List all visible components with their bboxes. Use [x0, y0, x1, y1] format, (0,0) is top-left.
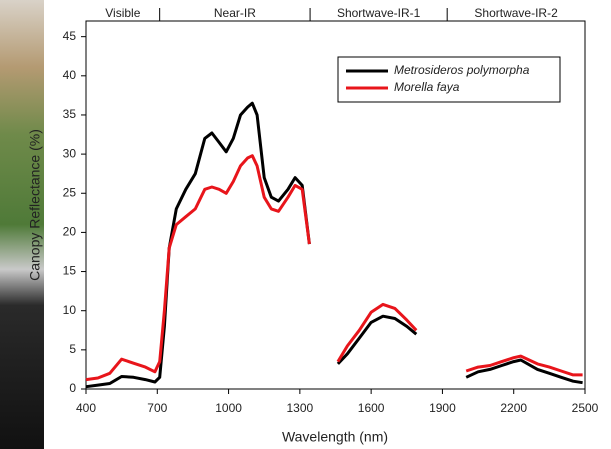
- y-tick-label: 45: [63, 29, 77, 43]
- x-tick-label: 1300: [287, 401, 314, 415]
- y-tick-label: 5: [69, 342, 76, 356]
- y-tick-label: 35: [63, 107, 77, 121]
- y-tick-label: 40: [63, 68, 77, 82]
- x-tick-label: 2500: [572, 401, 599, 415]
- legend-label: Morella faya: [394, 80, 460, 94]
- band-label: Shortwave-IR-2: [474, 6, 558, 20]
- y-axis-title: Canopy Reflectance (%): [27, 129, 43, 281]
- y-tick-label: 20: [63, 225, 77, 239]
- x-axis-title: Wavelength (nm): [282, 429, 388, 445]
- legend-label: Metrosideros polymorpha: [394, 63, 530, 77]
- x-tick-label: 700: [147, 401, 167, 415]
- y-tick-label: 15: [63, 264, 77, 278]
- y-tick-label: 10: [63, 303, 77, 317]
- x-tick-label: 2200: [500, 401, 527, 415]
- y-tick-label: 25: [63, 185, 77, 199]
- plot-frame: [85, 20, 586, 390]
- band-label: Shortwave-IR-1: [337, 6, 421, 20]
- band-label: Near-IR: [214, 6, 256, 20]
- photo-strip: [0, 0, 44, 449]
- legend-box: [337, 56, 561, 103]
- x-tick-label: 400: [76, 401, 96, 415]
- band-label: Visible: [105, 6, 140, 20]
- y-tick-label: 30: [63, 146, 77, 160]
- x-tick-label: 1900: [429, 401, 456, 415]
- x-tick-label: 1600: [358, 401, 385, 415]
- series-line: [85, 101, 583, 389]
- series-line: [85, 154, 583, 382]
- y-tick-label: 0: [69, 381, 76, 395]
- x-tick-label: 1000: [215, 401, 242, 415]
